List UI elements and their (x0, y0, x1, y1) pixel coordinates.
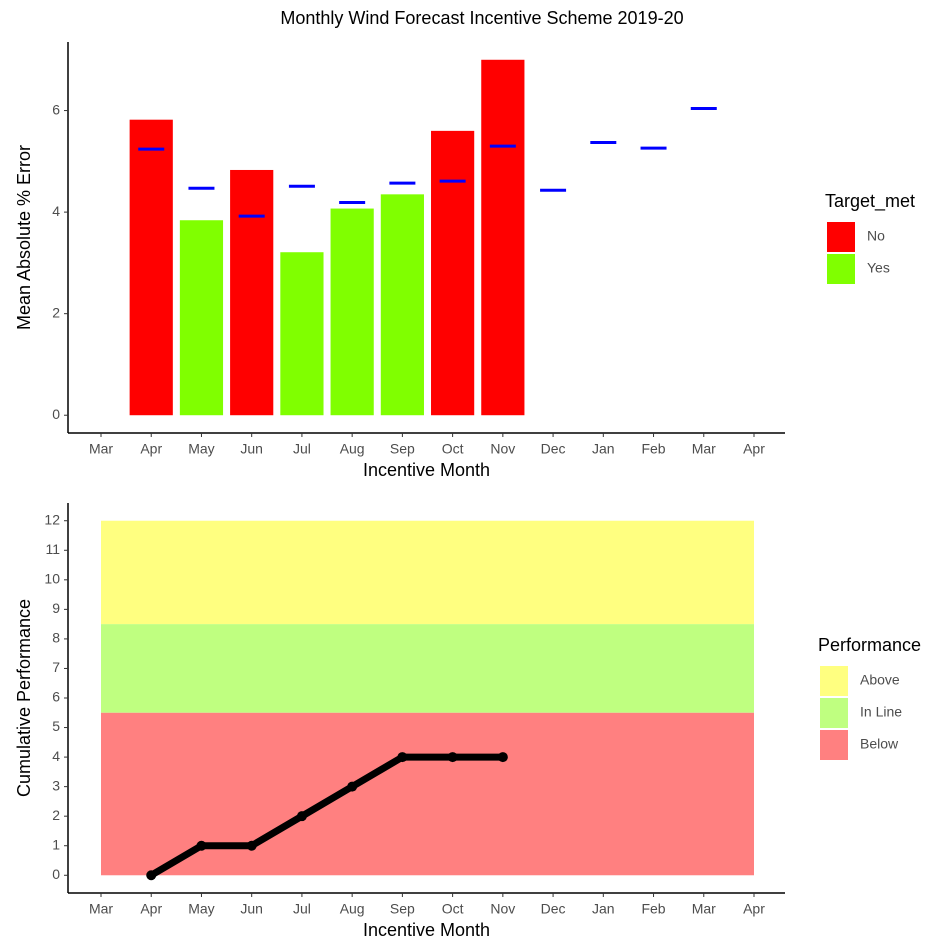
y-tick-label: 0 (52, 866, 60, 882)
bar (129, 119, 173, 416)
x-tick-label: Nov (490, 441, 515, 457)
point (296, 811, 307, 822)
point (146, 870, 157, 881)
x-tick-label: Jun (240, 441, 263, 457)
x-tick-label: Jul (293, 901, 311, 917)
x-tick-label: Nov (490, 901, 515, 917)
band (101, 520, 754, 625)
x-tick-label: Aug (340, 901, 365, 917)
bar (380, 194, 424, 416)
legend-key (820, 730, 848, 760)
legend-title: Performance (818, 635, 921, 655)
y-tick-label: 12 (44, 511, 60, 527)
legend-label: Above (860, 672, 900, 688)
bar (481, 59, 525, 416)
legend-key (820, 666, 848, 696)
y-tick-label: 9 (52, 600, 60, 616)
x-tick-label: Jan (592, 441, 615, 457)
x-tick-label: Oct (442, 441, 464, 457)
y-tick-label: 2 (52, 304, 60, 320)
x-axis-label: Incentive Month (363, 920, 490, 940)
x-tick-label: Feb (641, 901, 665, 917)
x-tick-label: Oct (442, 901, 464, 917)
x-tick-label: Sep (390, 441, 415, 457)
y-tick-label: 2 (52, 807, 60, 823)
y-tick-label: 5 (52, 718, 60, 734)
y-tick-label: 10 (44, 571, 60, 587)
x-axis-label: Incentive Month (363, 460, 490, 480)
y-tick-label: 7 (52, 659, 60, 675)
x-tick-label: Dec (541, 901, 566, 917)
band (101, 624, 754, 713)
x-tick-label: Feb (641, 441, 665, 457)
y-tick-label: 6 (52, 689, 60, 705)
y-tick-label: 3 (52, 777, 60, 793)
x-tick-label: Apr (743, 441, 765, 457)
x-tick-label: Jul (293, 441, 311, 457)
x-tick-label: Mar (89, 441, 113, 457)
x-tick-label: Apr (140, 901, 162, 917)
point (196, 840, 207, 851)
legend-label: No (867, 228, 885, 244)
y-tick-label: 11 (45, 541, 60, 557)
legend-label: Below (860, 736, 899, 752)
y-axis-label: Cumulative Performance (14, 599, 34, 797)
y-tick-label: 6 (52, 101, 60, 117)
x-tick-label: Mar (692, 901, 716, 917)
bar (179, 220, 224, 416)
y-tick-label: 0 (52, 406, 60, 422)
x-tick-label: Jan (592, 901, 615, 917)
legend-title: Target_met (825, 191, 915, 212)
legend-key (827, 254, 855, 284)
x-tick-label: Mar (692, 441, 716, 457)
x-tick-label: Apr (743, 901, 765, 917)
y-tick-label: 4 (52, 203, 60, 219)
x-tick-label: May (188, 441, 214, 457)
point (447, 752, 458, 763)
bar (230, 169, 274, 416)
y-axis-label: Mean Absolute % Error (14, 145, 34, 330)
legend-label: Yes (867, 260, 890, 276)
x-tick-label: Aug (340, 441, 365, 457)
line (149, 753, 503, 879)
x-tick-label: Dec (541, 441, 566, 457)
bar (330, 208, 374, 416)
legend-key (827, 222, 855, 252)
point (497, 752, 508, 763)
x-tick-label: May (188, 901, 214, 917)
bar (431, 130, 475, 416)
bar (280, 252, 324, 416)
y-tick-label: 1 (52, 836, 60, 852)
x-tick-label: Mar (89, 901, 113, 917)
x-tick-label: Jun (240, 901, 263, 917)
x-tick-label: Sep (390, 901, 415, 917)
point (246, 840, 257, 851)
legend-key (820, 698, 848, 728)
legend-label: In Line (860, 704, 902, 720)
chart-title: Monthly Wind Forecast Incentive Scheme 2… (280, 8, 683, 28)
x-tick-label: Apr (140, 441, 162, 457)
y-tick-label: 8 (52, 630, 60, 646)
point (347, 781, 358, 792)
point (397, 752, 408, 763)
y-tick-label: 4 (52, 748, 60, 764)
